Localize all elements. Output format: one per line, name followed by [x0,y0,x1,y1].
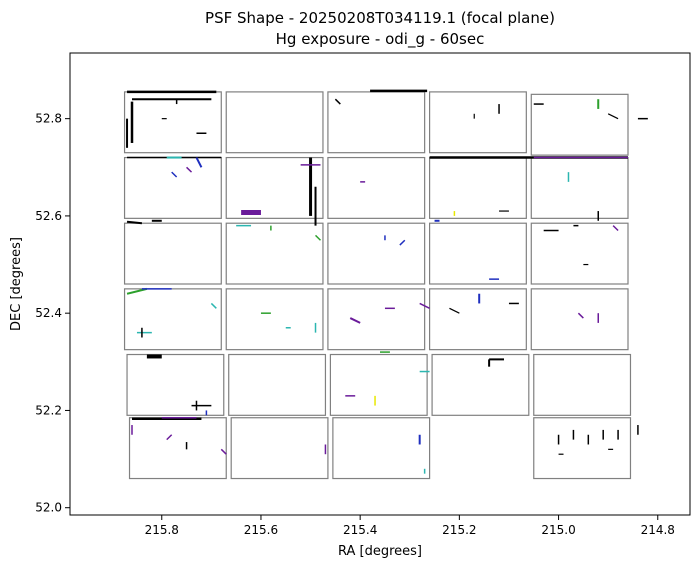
ccd-cell [123,222,222,285]
ccd-cell [533,353,632,416]
y-tick-label: 52.8 [35,112,62,126]
ccd-cell [327,288,426,351]
psf-segment [126,287,148,295]
psf-segment [349,317,361,324]
y-axis-label: DEC [degrees] [9,237,24,331]
y-tick-label: 52.4 [35,306,62,320]
ccd-cell [327,222,426,285]
plot-area-frame [69,52,691,516]
y-axis-ticks: 52.0 52.2 52.4 52.6 52.8 [35,112,70,515]
ccd-cells [123,91,632,480]
ccd-cell [228,353,327,416]
x-tick-label: 214.8 [641,523,675,537]
psf-segment [612,225,619,232]
psf-segment [419,302,430,309]
psf-segments [126,89,648,474]
ccd-cell [225,288,324,351]
ccd-cell [429,91,527,154]
x-tick-label: 215.8 [145,523,179,537]
ccd-cell [530,156,629,219]
ccd-cell [431,353,530,416]
psf-segment [210,302,217,309]
ccd-cell [429,156,527,219]
x-tick-label: 215.2 [442,523,476,537]
ccd-cell [429,222,527,285]
psf-segment [195,157,203,168]
psf-segment [220,448,227,455]
psf-segment [399,239,406,246]
psf-segment [314,234,322,241]
ccd-cell [126,353,225,416]
x-axis-label: RA [degrees] [338,544,422,559]
psf-segment [577,312,584,319]
ccd-cell [530,288,629,351]
ccd-cell [332,417,431,480]
chart-subtitle: Hg exposure - odi_g - 60sec [276,30,485,49]
ccd-cell [225,222,324,285]
ccd-cell [530,93,629,156]
ccd-cell [530,222,629,285]
psf-segment [186,166,193,173]
x-axis-ticks: 215.8 215.6 215.4 215.2 215.0 214.8 [145,515,675,537]
ccd-cell [123,288,222,351]
psf-segment [334,98,341,105]
ccd-cell [533,417,632,480]
y-tick-label: 52.0 [35,501,62,515]
ccd-cell [327,156,426,219]
ccd-cell [123,91,222,154]
x-tick-label: 215.6 [244,523,278,537]
ccd-cell [225,156,324,219]
ccd-cell [429,288,527,351]
ccd-cell [327,91,426,154]
y-tick-label: 52.6 [35,209,62,223]
ccd-cell [128,417,227,480]
x-tick-label: 215.4 [343,523,377,537]
psf-segment [607,113,619,120]
y-tick-label: 52.2 [35,403,62,417]
psf-segment [449,307,460,314]
ccd-cell [230,417,329,480]
psf-segment [166,434,173,441]
ccd-cell [329,353,428,416]
ccd-cell [123,156,222,219]
ccd-cell [225,91,324,154]
chart-title: PSF Shape - 20250208T034119.1 (focal pla… [205,9,555,27]
psf-segment [171,171,178,178]
x-tick-label: 215.0 [541,523,575,537]
psf-segment [126,220,143,225]
